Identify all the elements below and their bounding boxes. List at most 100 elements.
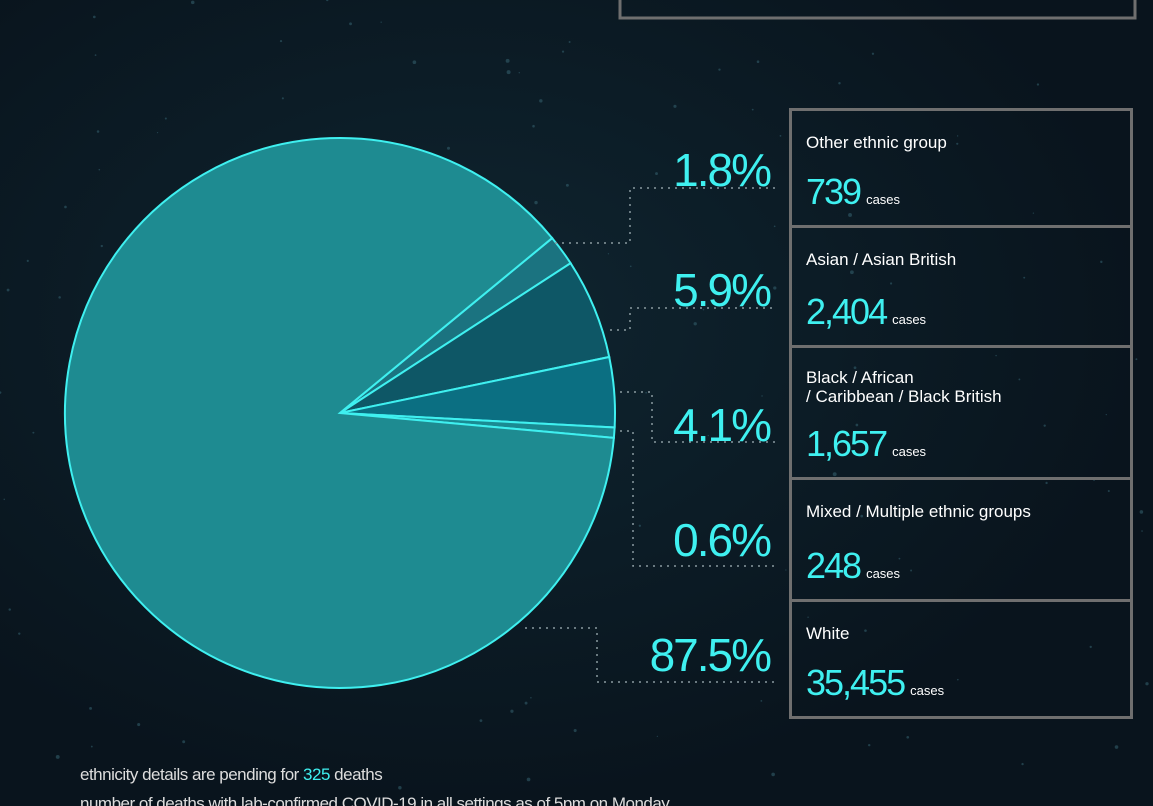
dot	[182, 740, 186, 744]
dot	[1107, 489, 1110, 493]
dot	[838, 81, 841, 85]
dot	[702, 308, 705, 311]
dot	[64, 205, 67, 209]
percent-label: 87.5%	[650, 629, 772, 681]
dot	[773, 225, 776, 228]
dot	[412, 60, 417, 65]
footnote-text: ethnicity details are pending for	[80, 765, 299, 784]
dot	[1018, 378, 1021, 381]
dot	[889, 282, 893, 285]
top-box	[618, 0, 1137, 20]
dot	[446, 146, 451, 150]
dot	[1045, 481, 1048, 485]
dot	[725, 297, 728, 300]
legend-name: Asian / Asian British	[806, 250, 957, 269]
dot	[995, 354, 997, 357]
percent-label: 5.9%	[673, 264, 771, 316]
dot	[848, 213, 852, 217]
dot	[1043, 424, 1046, 427]
percent-label: 0.6%	[673, 514, 771, 566]
dot	[773, 286, 777, 290]
legend-box: Asian / Asian British 2,404 cases	[789, 228, 1133, 348]
dot	[92, 15, 96, 19]
case-value: 35,455	[806, 662, 906, 703]
dot	[8, 608, 11, 611]
dot	[906, 735, 910, 739]
dot	[693, 322, 697, 326]
dot	[164, 117, 167, 120]
dot	[1089, 645, 1092, 649]
case-unit: cases	[892, 312, 927, 327]
dot	[1139, 510, 1144, 514]
legend-name: Mixed / Multiple ethnic groups	[806, 502, 1031, 521]
dot	[26, 259, 29, 262]
case-unit: cases	[866, 192, 901, 207]
dot	[629, 265, 632, 268]
dot	[32, 431, 35, 434]
footnote-2: number of deaths with lab-confirmed COVI…	[80, 794, 670, 806]
dot	[807, 616, 809, 618]
dot	[645, 391, 647, 394]
dot	[956, 142, 959, 145]
dot	[565, 183, 569, 187]
dot	[760, 699, 763, 702]
dot	[98, 168, 101, 171]
dot	[18, 632, 21, 635]
legend-box: White 35,455 cases	[789, 602, 1133, 719]
dot	[785, 569, 787, 571]
dot	[524, 701, 528, 705]
leader-line	[620, 391, 775, 443]
legend-box: Black / African / Caribbean / Black Brit…	[789, 346, 1133, 480]
dot	[779, 134, 782, 137]
case-value: 2,404	[806, 291, 888, 332]
dot	[898, 557, 901, 560]
case-count: 35,455 cases	[806, 662, 944, 704]
case-value: 1,657	[806, 423, 888, 464]
legend-box: Other ethnic group 739 cases	[789, 108, 1133, 228]
dot	[534, 200, 538, 205]
case-count: 739 cases	[806, 171, 900, 213]
dot	[96, 130, 100, 133]
dot	[835, 257, 837, 259]
legend-name: White	[806, 624, 850, 643]
percent-label: 1.8%	[673, 144, 771, 196]
dot	[1114, 745, 1119, 749]
dot	[1036, 83, 1040, 86]
dot	[761, 395, 763, 397]
dot	[532, 124, 535, 128]
legend-name: Other ethnic group	[806, 133, 947, 152]
dot	[707, 434, 709, 437]
dot	[94, 54, 97, 56]
case-value: 248	[806, 545, 862, 586]
dot	[526, 777, 531, 782]
dot	[506, 70, 511, 75]
dot	[864, 629, 867, 632]
dot	[398, 786, 402, 790]
case-count: 1,657 cases	[806, 423, 926, 465]
dot	[510, 709, 514, 713]
case-count: 2,404 cases	[806, 291, 926, 333]
dot	[326, 0, 329, 2]
dot	[6, 288, 10, 292]
dot	[55, 754, 60, 759]
dot	[530, 697, 532, 699]
dot	[1023, 276, 1026, 279]
dot	[673, 104, 677, 108]
case-unit: cases	[910, 683, 945, 698]
dot	[638, 524, 641, 527]
dot	[156, 132, 159, 134]
dot	[756, 60, 760, 64]
dot	[561, 50, 565, 53]
dot	[1141, 530, 1143, 532]
dot	[380, 21, 382, 23]
dot	[505, 58, 510, 63]
legend-name: Black / African / Caribbean / Black Brit…	[806, 368, 1002, 406]
leader-line	[620, 430, 775, 567]
dot	[607, 253, 610, 255]
dot	[89, 706, 93, 710]
dot	[1100, 260, 1103, 264]
dot	[539, 99, 543, 103]
dot	[771, 772, 775, 777]
dot	[910, 569, 913, 572]
